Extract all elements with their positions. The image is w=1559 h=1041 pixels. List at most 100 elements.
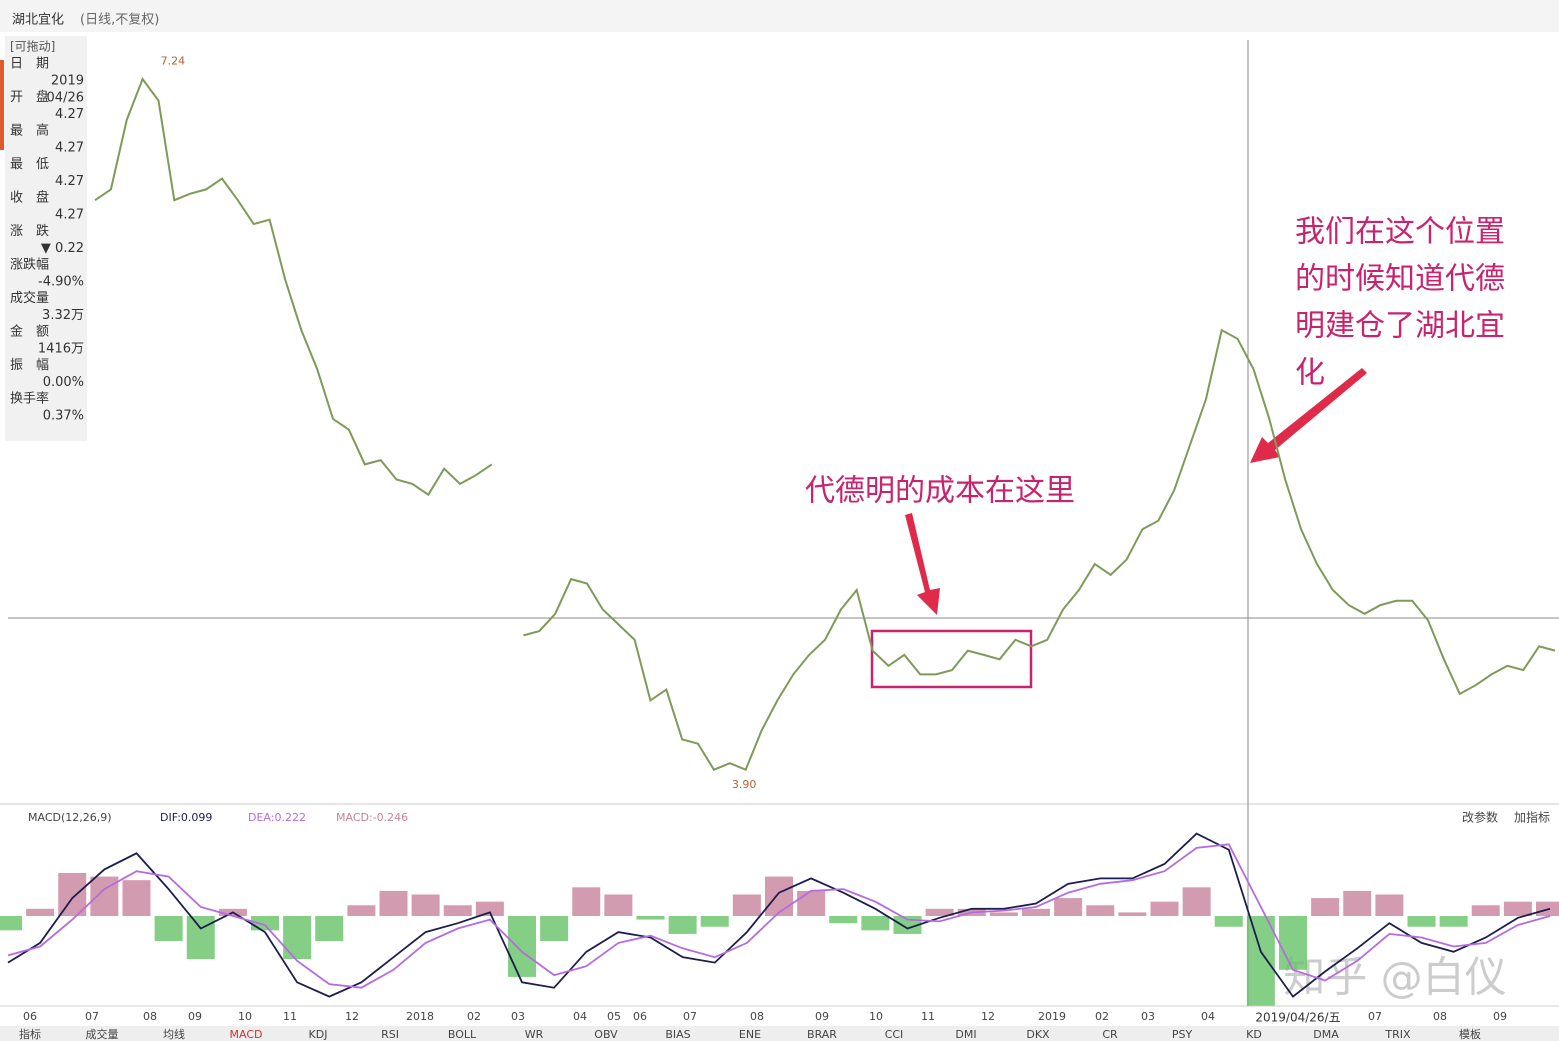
macd-bar	[797, 890, 826, 916]
time-label: 12	[981, 1010, 995, 1023]
chart-mode: (日线,不复权)	[80, 12, 159, 28]
info-label: 金 额	[10, 324, 49, 340]
tab[interactable]: PSY	[1172, 1028, 1193, 1041]
time-label: 03	[1141, 1010, 1155, 1023]
tab[interactable]: RSI	[381, 1028, 399, 1041]
info-panel	[5, 36, 87, 441]
tab[interactable]: OBV	[594, 1028, 618, 1041]
tab[interactable]: BRAR	[807, 1028, 837, 1041]
macd-bar	[1118, 912, 1147, 916]
macd-bar	[26, 908, 55, 916]
time-label: 02	[467, 1010, 481, 1023]
info-value: 3.32万	[42, 308, 84, 323]
macd-button[interactable]: 改参数	[1462, 810, 1498, 825]
macd-bar	[0, 916, 22, 931]
macd-bar	[732, 894, 761, 916]
tab[interactable]: WR	[525, 1028, 544, 1041]
time-label: 2019	[1038, 1010, 1066, 1023]
macd-legend: MACD:-0.246	[336, 811, 408, 824]
tab[interactable]: KDJ	[309, 1028, 328, 1041]
macd-bar	[668, 916, 697, 934]
tab[interactable]: BIAS	[665, 1028, 690, 1041]
info-label: 开 盘	[10, 89, 49, 105]
side-marker	[0, 60, 4, 150]
info-value: 4.27	[55, 208, 84, 223]
macd-bar	[283, 916, 312, 959]
time-label: 08	[750, 1010, 764, 1023]
info-label: 日 期	[10, 57, 49, 72]
tab[interactable]: 模板	[1459, 1027, 1481, 1041]
time-label: 09	[188, 1010, 202, 1023]
info-value: -4.90%	[38, 275, 84, 290]
macd-bar	[122, 880, 151, 916]
macd-bar	[861, 916, 890, 931]
time-label: 07	[85, 1010, 99, 1023]
macd-bar	[925, 908, 954, 916]
macd-bar	[411, 894, 440, 916]
time-label: 02	[1095, 1010, 1109, 1023]
time-label: 04	[573, 1010, 587, 1023]
macd-line	[7, 843, 1551, 989]
price-line	[94, 76, 1556, 772]
info-value: 04/26	[47, 91, 84, 106]
macd-bar	[508, 916, 536, 977]
macd-bar	[1407, 916, 1436, 927]
tab[interactable]: BOLL	[448, 1028, 477, 1041]
macd-bar	[1343, 890, 1372, 916]
macd-bar	[1279, 916, 1307, 970]
position-annotation: 化	[1295, 356, 1325, 391]
tab[interactable]: DMI	[955, 1028, 976, 1041]
macd-bar	[186, 916, 215, 959]
info-label: 最 低	[10, 157, 49, 172]
macd-bar	[989, 912, 1018, 916]
info-value: 4.27	[55, 107, 84, 122]
time-label: 10	[238, 1010, 252, 1023]
info-label: 最 高	[10, 123, 49, 139]
cursor-date: 2019/04/26/五	[1255, 1011, 1340, 1025]
position-annotation: 的时候知道代德	[1295, 262, 1505, 297]
tab[interactable]: DKX	[1026, 1028, 1050, 1041]
tab[interactable]: 成交量	[86, 1027, 119, 1041]
tab[interactable]: 均线	[163, 1027, 185, 1041]
tab[interactable]: ENE	[739, 1028, 761, 1041]
tab[interactable]: DMA	[1313, 1028, 1339, 1041]
macd-bar	[829, 916, 858, 924]
info-value: 0.37%	[43, 409, 84, 424]
macd-bar	[1182, 887, 1211, 916]
macd-bar	[443, 905, 472, 916]
time-label: 11	[283, 1010, 297, 1023]
info-label: 振 幅	[10, 358, 49, 373]
time-label: 09	[815, 1010, 829, 1023]
highlight-box	[870, 629, 1033, 689]
stock-title: 湖北宜化	[12, 13, 64, 28]
top-bar	[0, 0, 1559, 32]
tab[interactable]: MACD	[230, 1028, 263, 1041]
tab[interactable]: CCI	[885, 1028, 904, 1041]
macd-bar	[1086, 905, 1115, 916]
macd-button[interactable]: 加指标	[1514, 810, 1550, 825]
tab[interactable]: CR	[1102, 1028, 1118, 1041]
macd-bar	[1214, 916, 1243, 927]
cost-annotation: 代德明的成本在这里	[805, 474, 1075, 509]
info-value: 4.27	[55, 174, 84, 189]
time-label: 08	[1433, 1010, 1447, 1023]
watermark: 知乎 @白仪	[1283, 953, 1506, 1002]
position-annotation: 我们在这个位置	[1295, 215, 1505, 250]
time-label: 09	[1493, 1010, 1507, 1023]
info-value: 0.00%	[43, 375, 84, 390]
tab[interactable]: KD	[1246, 1028, 1262, 1041]
info-label: 涨跌幅	[10, 257, 49, 273]
tab[interactable]: 指标	[19, 1027, 41, 1041]
arrow-down	[905, 513, 940, 615]
time-label: 07	[683, 1010, 697, 1023]
position-annotation: 明建仓了湖北宜	[1295, 309, 1505, 344]
macd-bar	[315, 916, 344, 942]
time-label: 2018	[406, 1010, 434, 1023]
info-label: 涨 跌	[10, 223, 49, 239]
info-label: 成交量	[10, 290, 49, 306]
time-label: 03	[511, 1010, 525, 1023]
time-label: 06	[23, 1010, 37, 1023]
info-heading: [可拖动]	[10, 40, 55, 54]
tab[interactable]: TRIX	[1384, 1028, 1411, 1041]
info-value: 4.27	[55, 141, 84, 156]
